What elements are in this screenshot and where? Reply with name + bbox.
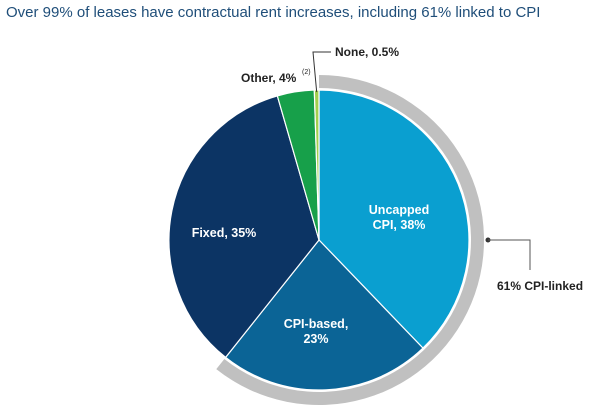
none-leader-line bbox=[312, 51, 331, 93]
pie-slice-uncapped-cpi bbox=[318, 89, 470, 349]
label-fixed: Fixed, 35% bbox=[192, 226, 257, 240]
ring-leader-line bbox=[488, 239, 531, 270]
pie-slice-fixed bbox=[168, 95, 320, 359]
label-uncapped-cpi: Uncapped CPI, 38% bbox=[369, 203, 429, 232]
chart-title: Over 99% of leases have contractual rent… bbox=[6, 4, 541, 21]
label-none: None, 0.5% bbox=[335, 45, 399, 59]
label-cpi-linked: 61% CPI-linked bbox=[497, 279, 583, 293]
label-other-footnote: (2) bbox=[302, 69, 311, 76]
cpi-linked-ring bbox=[216, 75, 485, 405]
label-other: Other, 4% bbox=[241, 71, 297, 85]
label-cpi-based: CPI-based, 23% bbox=[284, 317, 349, 346]
pie-slice-cpi-based bbox=[224, 239, 424, 391]
